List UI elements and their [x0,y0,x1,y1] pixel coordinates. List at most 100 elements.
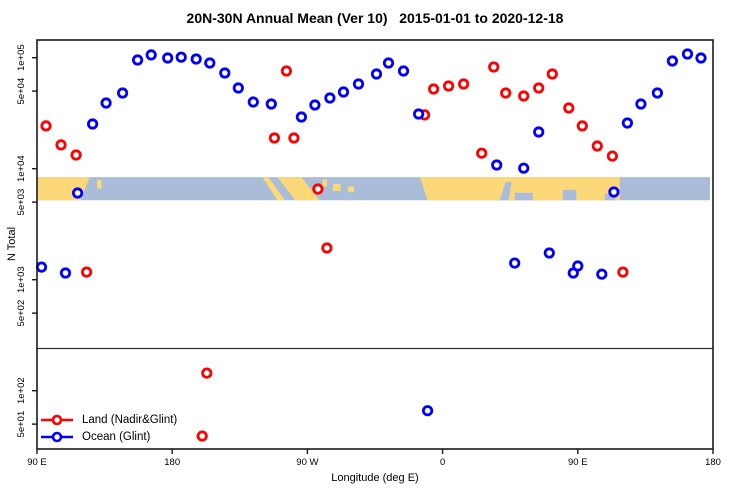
data-point [201,367,213,379]
data-point [132,54,144,66]
land-series-points [40,61,629,442]
data-point [491,159,503,171]
y-tick-label: 1e+02 [16,377,27,404]
data-point [288,132,300,144]
data-point [617,266,629,278]
data-point [606,150,619,162]
data-point [309,99,321,111]
x-tick-label: 0 [440,457,445,468]
data-point [518,162,530,174]
data-point [337,86,350,98]
data-point [500,87,512,99]
data-point [40,120,52,132]
legend-item-land: Land (Nadir&Glint) [40,411,177,428]
data-point [265,98,277,110]
plot-border [36,39,714,450]
y-tick-label: 1e+03 [16,266,27,293]
data-point [572,260,584,272]
ocean-marker-icon [41,431,73,442]
data-point [72,187,84,199]
x-axis-title: Longitude (deg E) [331,472,419,484]
data-point [412,108,425,120]
data-point [295,111,307,123]
ocean-series-points [35,48,707,417]
map-strip-land [277,177,320,201]
map-strip-water-patch [514,192,533,201]
data-point [533,82,545,94]
data-point [427,83,440,95]
data-point [591,140,603,152]
data-point [370,68,383,80]
data-point [563,102,575,114]
data-point [635,98,647,110]
data-point [382,57,395,69]
data-point [509,257,521,269]
data-point [145,49,157,61]
data-point [190,53,202,65]
legend: Land (Nadir&Glint) Ocean (Glint) [40,411,177,445]
x-tick-label: 90 W [296,457,318,468]
data-point [100,97,112,109]
map-strip-water-patch [562,189,577,201]
data-point [651,87,664,99]
legend-item-ocean: Ocean (Glint) [40,428,177,445]
map-strip [37,177,710,201]
data-point [421,405,434,417]
y-tick-label: 5e+03 [16,189,27,216]
y-axis-ticks: 1e+05 5e+04 1e+04 5e+03 1e+03 5e+02 1e+02 5e+01 [16,44,37,437]
data-point [533,126,545,138]
y-tick-label: 5e+01 [16,411,27,438]
data-point [596,268,608,280]
x-tick-label: 180 [705,457,721,468]
page-title: 20N-30N Annual Mean (Ver 10) 2015-01-01 … [186,10,564,26]
x-axis-ticks: 90 E 180 90 W 0 90 E 180 [27,449,721,468]
x-tick-label: 90 E [27,457,47,468]
data-point [352,78,365,90]
data-point [518,90,530,102]
data-point [321,242,333,254]
data-point [476,147,488,159]
data-point [117,87,129,99]
y-tick-label: 5e+04 [16,78,27,105]
y-tick-label: 1e+04 [16,155,27,182]
data-point [204,57,216,69]
data-point [324,92,336,104]
data-point [87,118,99,130]
data-point [666,55,679,67]
map-strip-land [262,177,285,201]
data-point [175,51,187,63]
map-strip-water-patch [499,181,512,201]
data-point [576,120,588,132]
data-point [268,132,280,144]
map-strip-land [97,179,102,189]
data-point [280,65,292,77]
y-tick-label: 1e+05 [16,44,27,71]
data-point [681,48,694,60]
data-point [81,266,93,278]
data-point [55,139,67,151]
data-point [219,67,231,79]
data-point [608,186,620,198]
y-tick-label: 5e+02 [16,300,27,327]
x-tick-label: 180 [164,457,180,468]
data-point [442,80,455,92]
data-point [247,96,259,108]
map-strip-land [322,179,327,187]
data-point [196,430,208,442]
data-point [59,267,72,279]
data-point [162,52,174,64]
data-point [397,65,410,77]
legend-label-land: Land (Nadir&Glint) [82,413,178,426]
data-point [621,117,634,129]
data-point [232,82,244,94]
x-tick-label: 90 E [568,457,588,468]
data-point [488,61,500,73]
data-point [546,68,558,80]
data-point [70,149,82,161]
map-strip-land [332,184,341,191]
data-point [695,52,707,64]
data-point [457,78,470,90]
data-point [35,261,48,273]
